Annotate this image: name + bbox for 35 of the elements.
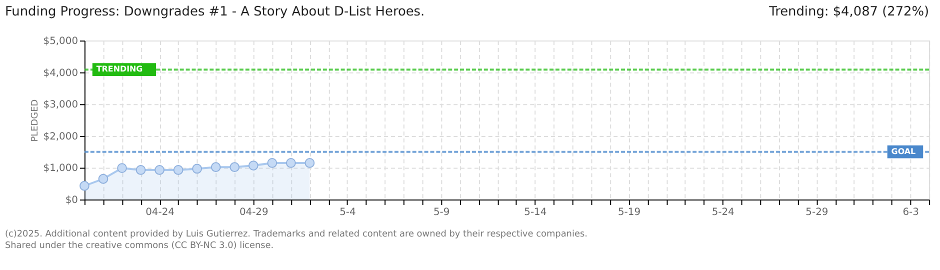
y-tick-label: $0 <box>65 195 78 206</box>
point <box>173 165 184 175</box>
x-tick-label: 5-24 <box>712 206 734 218</box>
point <box>304 158 315 168</box>
point <box>192 164 202 174</box>
y-axis-title: PLEDGED <box>30 99 40 142</box>
x-tick-label: 5-9 <box>433 206 450 218</box>
point <box>210 162 221 172</box>
y-tick-label: $4,000 <box>43 68 78 79</box>
point <box>248 160 258 170</box>
x-tick-label: 04-29 <box>239 206 268 218</box>
y-tick-label: $2,000 <box>43 131 78 142</box>
point <box>117 163 127 173</box>
y-tick-label: $3,000 <box>43 100 78 111</box>
point <box>267 158 278 168</box>
text: (c)2025. Additional content provided by Luis Gutierrez. Trademarks and related content are owned by their respective companies. <box>4 229 588 240</box>
x-tick-label: 04-24 <box>146 206 174 218</box>
x-tick-label: 5-14 <box>524 206 547 218</box>
ref-line-label: GOAL <box>891 146 916 156</box>
y-tick-label: $5,000 <box>43 36 78 48</box>
point <box>136 165 146 175</box>
point <box>80 180 90 191</box>
point <box>98 174 108 184</box>
chart-subtitle: Trending: $4,087 (272%) <box>768 4 930 20</box>
x-tick-label: 5-4 <box>340 206 356 218</box>
y-tick-label: $1,000 <box>43 163 78 174</box>
point <box>286 158 296 168</box>
x-tick-label: 6-3 <box>902 206 919 218</box>
chart-title: Funding Progress: Downgrades #1 - A Story About D-List Heroes. <box>4 4 425 20</box>
text: Shared under the creative commons (CC BY-NC 3.0) license. <box>4 241 274 252</box>
ref-line-label: TRENDING <box>96 64 143 74</box>
x-tick-label: 5-19 <box>618 206 641 218</box>
x-tick-label: 5-29 <box>806 206 828 218</box>
point <box>154 165 164 175</box>
point <box>230 162 240 172</box>
